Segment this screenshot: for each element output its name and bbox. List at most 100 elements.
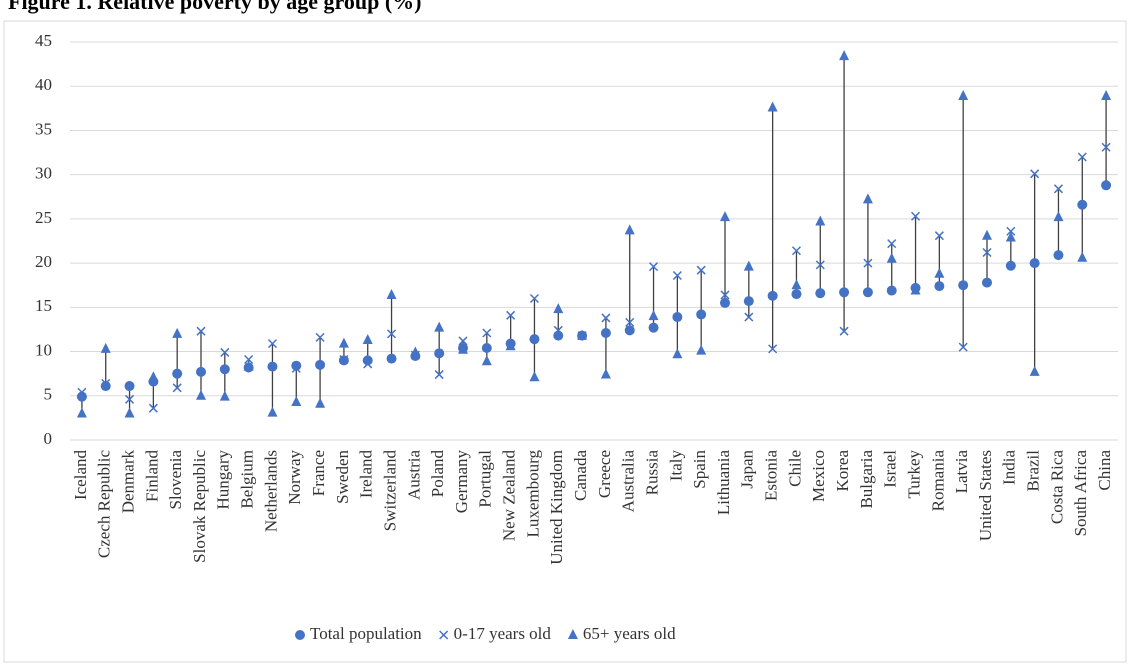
x-tick-label: Czech Republic [95, 450, 114, 559]
point-triangle [839, 50, 850, 61]
x-tick-label: Mexico [809, 450, 828, 502]
point-cross [291, 363, 301, 373]
y-tick-label: 35 [35, 119, 52, 138]
point-cross [815, 260, 825, 270]
x-tick-label: New Zealand [500, 450, 519, 542]
point-circle [1077, 199, 1088, 210]
point-cross [791, 246, 801, 256]
chart-title: Figure 1. Relative poverty by age group … [8, 0, 421, 14]
x-tick-label: Ireland [357, 450, 376, 499]
point-triangle [434, 321, 445, 332]
x-tick-label: United States [976, 450, 995, 541]
y-tick-label: 40 [35, 75, 52, 94]
point-triangle [100, 342, 111, 353]
legend-label: 65+ years old [583, 624, 676, 643]
point-triangle [1101, 89, 1112, 100]
legend-label: 0-17 years old [454, 624, 552, 643]
point-cross [244, 354, 254, 365]
point-cross [934, 231, 944, 241]
point-cross [911, 211, 921, 221]
x-tick-label: Korea [833, 450, 852, 492]
point-circle [267, 361, 278, 372]
x-tick-label: Germany [452, 450, 471, 514]
y-tick-label: 20 [35, 252, 52, 271]
point-circle [1029, 258, 1040, 269]
point-cross [1077, 152, 1087, 162]
point-triangle [862, 193, 873, 204]
point-circle [862, 287, 873, 298]
point-cross [148, 403, 158, 413]
y-tick-label: 5 [44, 385, 53, 404]
x-tick-label: Latvia [952, 450, 971, 494]
x-tick-label: Slovenia [166, 450, 185, 510]
point-cross [744, 312, 754, 322]
x-tick-label: South Africa [1071, 450, 1090, 537]
point-circle [743, 296, 754, 307]
point-circle [124, 381, 135, 392]
x-tick-label: United Kingdom [547, 450, 566, 565]
point-cross [267, 339, 277, 349]
chart-frame [3, 20, 1127, 663]
x-tick-label: Costa Rica [1047, 450, 1066, 525]
point-triangle [1005, 231, 1016, 242]
point-triangle [124, 407, 135, 418]
point-cross [1006, 226, 1016, 236]
point-cross [601, 313, 611, 323]
point-circle [791, 289, 802, 300]
x-tick-label: Sweden [333, 450, 352, 504]
legend-marker [439, 630, 449, 640]
point-circle [219, 364, 230, 375]
legend-marker [567, 629, 578, 639]
point-cross [1053, 184, 1063, 194]
point-circle [100, 381, 111, 392]
point-cross [196, 326, 206, 336]
point-cross [768, 344, 778, 354]
point-circle [720, 297, 730, 308]
point-triangle [791, 279, 802, 290]
y-tick-label: 15 [35, 296, 52, 315]
point-circle [767, 290, 778, 301]
x-tick-label: Switzerland [380, 450, 399, 532]
point-triangle [338, 337, 349, 348]
point-triangle [910, 284, 921, 295]
point-cross [672, 270, 682, 281]
point-circle [172, 368, 183, 379]
point-circle [934, 281, 945, 292]
point-circle [1101, 180, 1112, 191]
point-triangle [243, 360, 254, 371]
legend-label: Total population [310, 624, 422, 643]
point-cross [696, 265, 706, 275]
x-tick-label: India [1000, 450, 1019, 485]
point-cross [1030, 169, 1040, 179]
point-cross [649, 262, 659, 272]
point-triangle [291, 395, 302, 406]
x-tick-label: Estonia [762, 450, 781, 501]
point-circle [1053, 250, 1064, 261]
x-tick-label: Belgium [238, 450, 257, 509]
x-tick-label: Denmark [118, 450, 137, 514]
legend-marker [295, 630, 305, 640]
point-triangle [886, 252, 897, 263]
point-circle [529, 334, 540, 345]
x-tick-label: Netherlands [261, 450, 280, 532]
point-triangle [696, 344, 707, 355]
y-tick-label: 10 [35, 340, 52, 359]
point-triangle [648, 310, 659, 321]
x-tick-label: Lithuania [714, 450, 733, 516]
point-cross [220, 347, 230, 357]
point-triangle [1077, 251, 1088, 262]
x-tick-label: Romania [928, 450, 947, 512]
point-circle [958, 280, 969, 291]
point-cross [625, 317, 635, 327]
x-tick-label: Greece [595, 450, 614, 498]
point-triangle [362, 334, 373, 345]
point-cross [458, 336, 468, 346]
point-triangle [315, 397, 326, 408]
point-cross [839, 326, 849, 336]
point-triangle [76, 407, 87, 418]
point-circle [624, 325, 635, 336]
point-circle [291, 360, 302, 371]
point-cross [482, 328, 492, 338]
point-circle [481, 343, 492, 354]
